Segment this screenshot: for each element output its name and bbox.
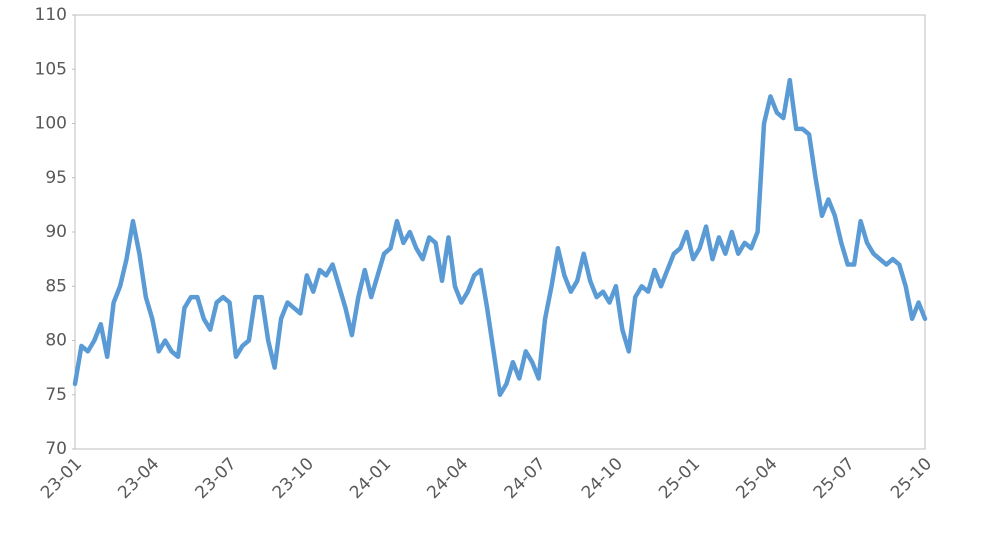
- y-tick-label: 100: [35, 114, 67, 134]
- y-tick-label: 85: [45, 276, 67, 296]
- x-tick-label: 24-07: [501, 454, 550, 503]
- x-tick-label: 25-10: [887, 454, 936, 503]
- y-tick-label: 95: [45, 168, 67, 188]
- x-tick-label: 23-07: [192, 454, 241, 503]
- y-tick-label: 90: [45, 222, 67, 242]
- data-line: [72, 77, 928, 397]
- x-tick-label: 23-01: [37, 454, 86, 503]
- y-tick-label: 75: [45, 385, 67, 405]
- x-tick-label: 24-01: [346, 454, 395, 503]
- x-tick-label: 25-07: [810, 454, 859, 503]
- x-tick-label: 25-04: [732, 454, 781, 503]
- x-tick-label: 24-04: [423, 454, 472, 503]
- y-tick-label: 110: [35, 5, 67, 25]
- y-tick-label: 70: [45, 439, 67, 459]
- x-tick-label: 23-04: [114, 454, 163, 503]
- x-tick-label: 25-01: [655, 454, 704, 503]
- y-tick-label: 80: [45, 331, 67, 351]
- x-tick-label: 24-10: [578, 454, 627, 503]
- x-tick-label: 23-10: [269, 454, 318, 503]
- y-tick-label: 105: [35, 59, 67, 79]
